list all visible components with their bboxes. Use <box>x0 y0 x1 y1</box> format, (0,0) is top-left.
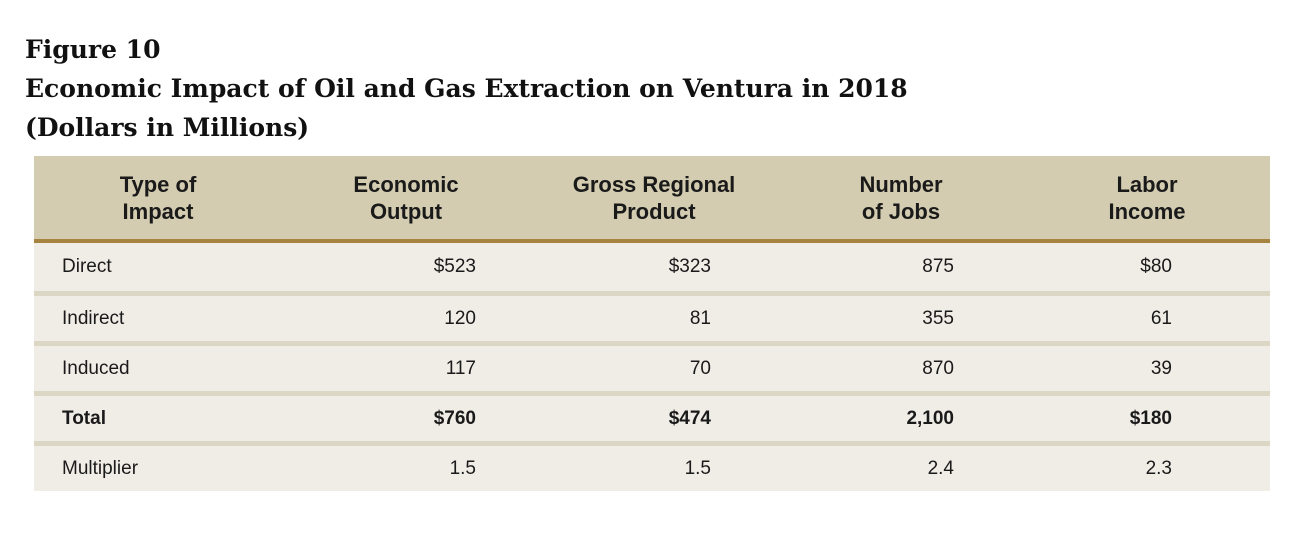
row-label: Direct <box>62 256 112 277</box>
row-label: Indirect <box>62 307 125 329</box>
gross-regional-product-cell: 1.5 <box>684 457 711 479</box>
figure-title-block: Figure 10 Economic Impact of Oil and Gas… <box>25 30 908 147</box>
row-label: Induced <box>62 357 130 379</box>
column-header-economic-output: Economic Output <box>353 171 459 224</box>
economic-output-cell: 120 <box>444 307 476 329</box>
row-label: Total <box>62 407 106 429</box>
column-header-number-of-jobs: Number of Jobs <box>859 171 943 224</box>
table-row-direct: Direct $523 $323 875 $80 <box>34 243 1270 291</box>
column-header-labor-income: Labor Income <box>1108 171 1186 224</box>
figure-label: Figure 10 <box>25 35 161 64</box>
table-header-row: Type of Impact Economic Output Gross Reg… <box>34 156 1270 243</box>
figure-title: Economic Impact of Oil and Gas Extractio… <box>25 74 908 103</box>
labor-income-cell: 2.3 <box>1145 457 1172 479</box>
number-of-jobs-cell: 2,100 <box>906 407 954 429</box>
gross-regional-product-cell: 70 <box>689 357 711 379</box>
economic-impact-table: Type of Impact Economic Output Gross Reg… <box>34 156 1270 491</box>
labor-income-cell: $80 <box>1140 256 1172 277</box>
table-row-induced: Induced 117 70 870 39 <box>34 341 1270 391</box>
table-row-multiplier: Multiplier 1.5 1.5 2.4 2.3 <box>34 441 1270 491</box>
figure-subtitle: (Dollars in Millions) <box>25 113 310 142</box>
number-of-jobs-cell: 355 <box>922 307 954 329</box>
table-row-total: Total $760 $474 2,100 $180 <box>34 391 1270 441</box>
labor-income-cell: $180 <box>1129 407 1172 429</box>
economic-output-cell: $523 <box>433 256 476 277</box>
number-of-jobs-cell: 870 <box>922 357 954 379</box>
table-row-indirect: Indirect 120 81 355 61 <box>34 291 1270 341</box>
labor-income-cell: 39 <box>1150 357 1172 379</box>
gross-regional-product-cell: $474 <box>668 407 711 429</box>
number-of-jobs-cell: 875 <box>922 256 954 277</box>
column-header-gross-regional-product: Gross Regional Product <box>572 171 736 224</box>
column-header-type-of-impact: Type of Impact <box>119 171 197 224</box>
gross-regional-product-cell: 81 <box>689 307 711 329</box>
labor-income-cell: 61 <box>1150 307 1172 329</box>
row-label: Multiplier <box>62 457 139 479</box>
economic-output-cell: 117 <box>445 357 476 379</box>
number-of-jobs-cell: 2.4 <box>927 457 954 479</box>
economic-output-cell: $760 <box>433 407 476 429</box>
economic-output-cell: 1.5 <box>449 457 476 479</box>
gross-regional-product-cell: $323 <box>668 256 711 277</box>
